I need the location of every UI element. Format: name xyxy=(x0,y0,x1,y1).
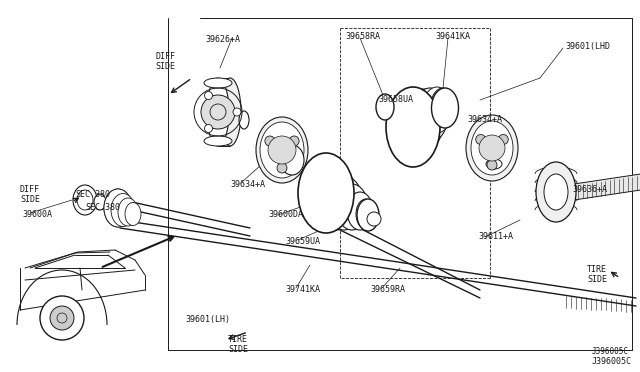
Circle shape xyxy=(50,306,74,330)
Ellipse shape xyxy=(207,78,229,146)
Circle shape xyxy=(40,296,84,340)
Circle shape xyxy=(205,92,212,100)
Ellipse shape xyxy=(239,111,249,129)
Ellipse shape xyxy=(280,145,304,175)
Text: 39626+A: 39626+A xyxy=(205,35,240,44)
Text: 39634+A: 39634+A xyxy=(230,180,265,189)
Ellipse shape xyxy=(402,89,444,151)
Text: 39658UA: 39658UA xyxy=(378,95,413,104)
Text: DIFF
SIDE: DIFF SIDE xyxy=(155,52,175,71)
Text: 39659RA: 39659RA xyxy=(370,285,405,294)
Text: 39641KA: 39641KA xyxy=(435,32,470,41)
Circle shape xyxy=(487,143,497,153)
Ellipse shape xyxy=(325,176,363,230)
Text: TIRE
SIDE: TIRE SIDE xyxy=(228,335,248,354)
Ellipse shape xyxy=(357,199,379,231)
Ellipse shape xyxy=(303,159,353,231)
Ellipse shape xyxy=(412,88,448,142)
Circle shape xyxy=(265,136,275,146)
Ellipse shape xyxy=(260,122,304,178)
Ellipse shape xyxy=(486,159,502,169)
Text: SEC.380: SEC.380 xyxy=(75,190,110,199)
Circle shape xyxy=(289,136,299,146)
Ellipse shape xyxy=(314,168,358,230)
Ellipse shape xyxy=(256,117,308,183)
Ellipse shape xyxy=(347,192,373,230)
Ellipse shape xyxy=(73,185,97,215)
Ellipse shape xyxy=(125,202,141,225)
Text: 39601(LHD: 39601(LHD xyxy=(565,42,610,51)
Ellipse shape xyxy=(118,198,138,226)
Circle shape xyxy=(268,136,296,164)
Text: 39600A: 39600A xyxy=(22,210,52,219)
Text: J396005C: J396005C xyxy=(592,357,632,366)
Ellipse shape xyxy=(104,189,132,227)
Circle shape xyxy=(487,160,497,170)
Ellipse shape xyxy=(104,189,132,227)
Circle shape xyxy=(233,108,241,116)
Ellipse shape xyxy=(386,87,440,167)
Text: 39601(LH): 39601(LH) xyxy=(185,315,230,324)
Circle shape xyxy=(276,144,288,156)
Ellipse shape xyxy=(219,78,241,146)
Ellipse shape xyxy=(336,184,368,230)
Ellipse shape xyxy=(111,193,135,227)
Ellipse shape xyxy=(422,87,452,133)
Ellipse shape xyxy=(471,121,513,175)
Circle shape xyxy=(205,125,212,132)
Circle shape xyxy=(499,135,508,144)
Ellipse shape xyxy=(204,78,232,88)
Text: 39659UA: 39659UA xyxy=(285,237,320,246)
Circle shape xyxy=(201,95,235,129)
Circle shape xyxy=(367,212,381,226)
Text: 39600DA: 39600DA xyxy=(268,210,303,219)
Ellipse shape xyxy=(94,194,106,210)
Text: 39741KA: 39741KA xyxy=(285,285,320,294)
Text: J396005C: J396005C xyxy=(592,347,629,356)
Ellipse shape xyxy=(536,162,576,222)
Text: SEC.380: SEC.380 xyxy=(85,203,120,212)
Text: DIFF
SIDE: DIFF SIDE xyxy=(20,185,40,204)
Ellipse shape xyxy=(77,190,93,210)
Text: TIRE
SIDE: TIRE SIDE xyxy=(587,265,607,284)
Text: 39634+A: 39634+A xyxy=(467,115,502,124)
Ellipse shape xyxy=(544,174,568,210)
Text: 39611+A: 39611+A xyxy=(478,232,513,241)
Circle shape xyxy=(277,163,287,173)
Ellipse shape xyxy=(204,136,232,146)
Ellipse shape xyxy=(376,94,394,120)
Ellipse shape xyxy=(431,88,456,126)
Ellipse shape xyxy=(356,199,376,229)
Ellipse shape xyxy=(466,115,518,181)
Ellipse shape xyxy=(431,88,458,128)
Polygon shape xyxy=(574,172,640,200)
Circle shape xyxy=(479,135,505,161)
Circle shape xyxy=(476,135,486,144)
Text: 39636+A: 39636+A xyxy=(572,185,607,194)
Ellipse shape xyxy=(391,89,439,161)
Ellipse shape xyxy=(298,153,354,233)
Text: 39658RA: 39658RA xyxy=(345,32,380,41)
